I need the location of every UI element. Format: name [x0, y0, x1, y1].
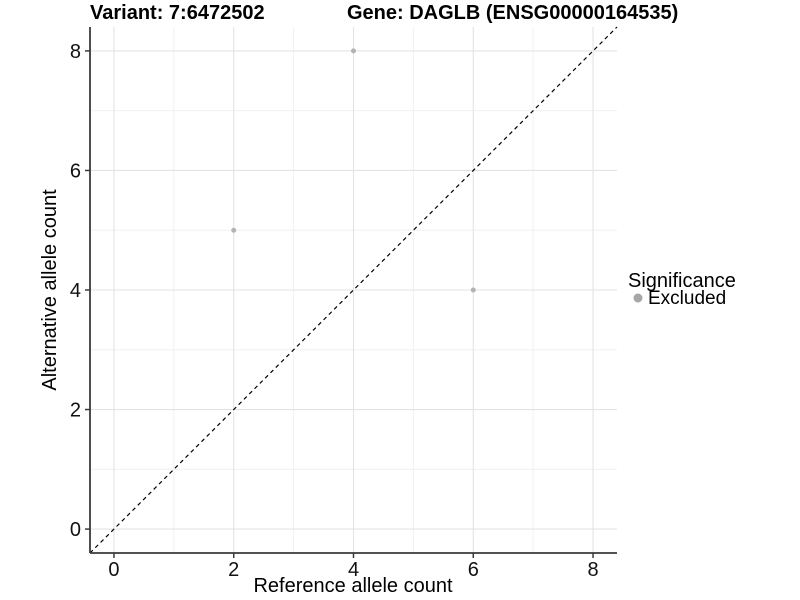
legend-title: Significance — [628, 270, 736, 292]
y-tick-label: 6 — [70, 160, 81, 182]
plot-title-gene: Gene: DAGLB (ENSG00000164535) — [347, 2, 678, 24]
x-tick-label: 2 — [228, 559, 239, 581]
x-tick-label: 6 — [468, 559, 479, 581]
legend: Significance Excluded — [628, 270, 736, 309]
data-point — [231, 227, 237, 233]
data-points-layer — [231, 48, 476, 293]
y-axis-title: Alternative allele count — [39, 189, 61, 391]
axes-layer — [85, 27, 617, 558]
tick-labels-layer: 0 2 4 6 8 0 2 4 6 8 — [70, 41, 599, 581]
legend-label-excluded: Excluded — [648, 288, 726, 309]
data-point — [351, 48, 356, 54]
y-tick-label: 4 — [70, 280, 81, 302]
x-tick-label: 4 — [348, 559, 359, 581]
x-tick-label: 0 — [108, 559, 119, 581]
y-tick-label: 2 — [70, 400, 81, 422]
y-tick-label: 0 — [70, 519, 81, 541]
x-axis-title: Reference allele count — [253, 575, 452, 597]
plot-title-variant: Variant: 7:6472502 — [90, 2, 265, 24]
legend-key-excluded-dot-icon — [633, 293, 643, 303]
x-tick-label: 8 — [587, 559, 598, 581]
y-tick-label: 8 — [70, 41, 81, 63]
data-point — [470, 287, 476, 293]
